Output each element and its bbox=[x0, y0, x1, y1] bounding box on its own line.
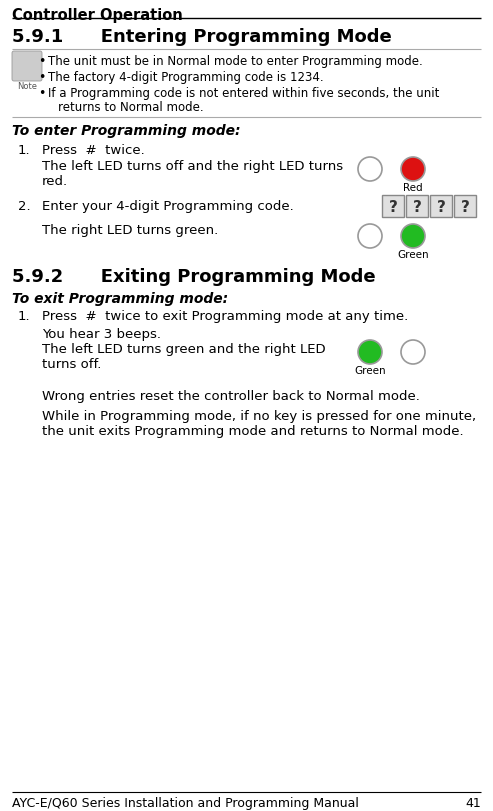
Text: Note: Note bbox=[17, 82, 37, 91]
Text: Press  #  twice to exit Programming mode at any time.: Press # twice to exit Programming mode a… bbox=[42, 310, 408, 323]
Text: Green: Green bbox=[354, 366, 386, 375]
Text: Red: Red bbox=[403, 182, 423, 193]
Text: •: • bbox=[38, 87, 45, 100]
Text: Wrong entries reset the controller back to Normal mode.: Wrong entries reset the controller back … bbox=[42, 389, 420, 402]
Bar bbox=[430, 195, 452, 217]
Bar bbox=[406, 195, 428, 217]
Circle shape bbox=[401, 225, 425, 249]
Text: the unit exits Programming mode and returns to Normal mode.: the unit exits Programming mode and retu… bbox=[42, 424, 463, 437]
Text: turns off.: turns off. bbox=[42, 358, 102, 371]
Text: 2.: 2. bbox=[18, 200, 31, 212]
Circle shape bbox=[401, 158, 425, 182]
Text: The right LED turns green.: The right LED turns green. bbox=[42, 224, 218, 237]
Text: Green: Green bbox=[397, 250, 429, 260]
Text: Enter your 4-digit Programming code.: Enter your 4-digit Programming code. bbox=[42, 200, 294, 212]
Text: Press  #  twice.: Press # twice. bbox=[42, 144, 145, 157]
Text: •: • bbox=[38, 71, 45, 84]
Text: ?: ? bbox=[388, 200, 397, 214]
Text: AYC-E/Q60 Series Installation and Programming Manual: AYC-E/Q60 Series Installation and Progra… bbox=[12, 796, 359, 809]
Text: 1.: 1. bbox=[18, 144, 31, 157]
Bar bbox=[454, 195, 476, 217]
Circle shape bbox=[358, 158, 382, 182]
Circle shape bbox=[401, 341, 425, 365]
Text: ?: ? bbox=[437, 200, 446, 214]
Circle shape bbox=[358, 341, 382, 365]
Text: 41: 41 bbox=[465, 796, 481, 809]
Text: To exit Programming mode:: To exit Programming mode: bbox=[12, 292, 228, 306]
Text: The left LED turns off and the right LED turns: The left LED turns off and the right LED… bbox=[42, 160, 343, 173]
Text: ?: ? bbox=[413, 200, 422, 214]
FancyBboxPatch shape bbox=[12, 52, 42, 82]
Text: Controller Operation: Controller Operation bbox=[12, 8, 183, 23]
Text: The unit must be in Normal mode to enter Programming mode.: The unit must be in Normal mode to enter… bbox=[48, 55, 423, 68]
Text: 5.9.2      Exiting Programming Mode: 5.9.2 Exiting Programming Mode bbox=[12, 268, 376, 285]
Text: The factory 4-digit Programming code is 1234.: The factory 4-digit Programming code is … bbox=[48, 71, 323, 84]
Circle shape bbox=[358, 225, 382, 249]
Text: While in Programming mode, if no key is pressed for one minute,: While in Programming mode, if no key is … bbox=[42, 410, 476, 423]
Text: returns to Normal mode.: returns to Normal mode. bbox=[58, 101, 204, 114]
Text: 5.9.1      Entering Programming Mode: 5.9.1 Entering Programming Mode bbox=[12, 28, 392, 46]
Text: 1.: 1. bbox=[18, 310, 31, 323]
Text: If a Programming code is not entered within five seconds, the unit: If a Programming code is not entered wit… bbox=[48, 87, 439, 100]
Bar bbox=[382, 195, 404, 217]
Text: red.: red. bbox=[42, 175, 68, 188]
Text: The left LED turns green and the right LED: The left LED turns green and the right L… bbox=[42, 342, 325, 355]
Text: ?: ? bbox=[460, 200, 469, 214]
Text: You hear 3 beeps.: You hear 3 beeps. bbox=[42, 328, 161, 341]
Text: •: • bbox=[38, 55, 45, 68]
Text: To enter Programming mode:: To enter Programming mode: bbox=[12, 124, 241, 138]
